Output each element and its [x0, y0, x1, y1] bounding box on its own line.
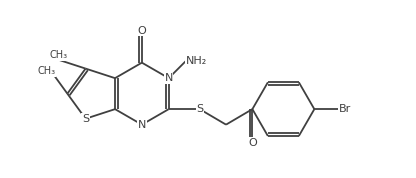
Text: N: N	[138, 120, 146, 130]
Text: S: S	[82, 114, 89, 124]
Text: S: S	[196, 104, 203, 114]
Text: O: O	[138, 26, 146, 36]
Text: O: O	[248, 138, 257, 148]
Text: N: N	[164, 73, 173, 83]
Text: CH₃: CH₃	[50, 50, 68, 60]
Text: NH₂: NH₂	[186, 56, 207, 66]
Text: Br: Br	[339, 104, 352, 114]
Text: CH₃: CH₃	[37, 66, 55, 76]
